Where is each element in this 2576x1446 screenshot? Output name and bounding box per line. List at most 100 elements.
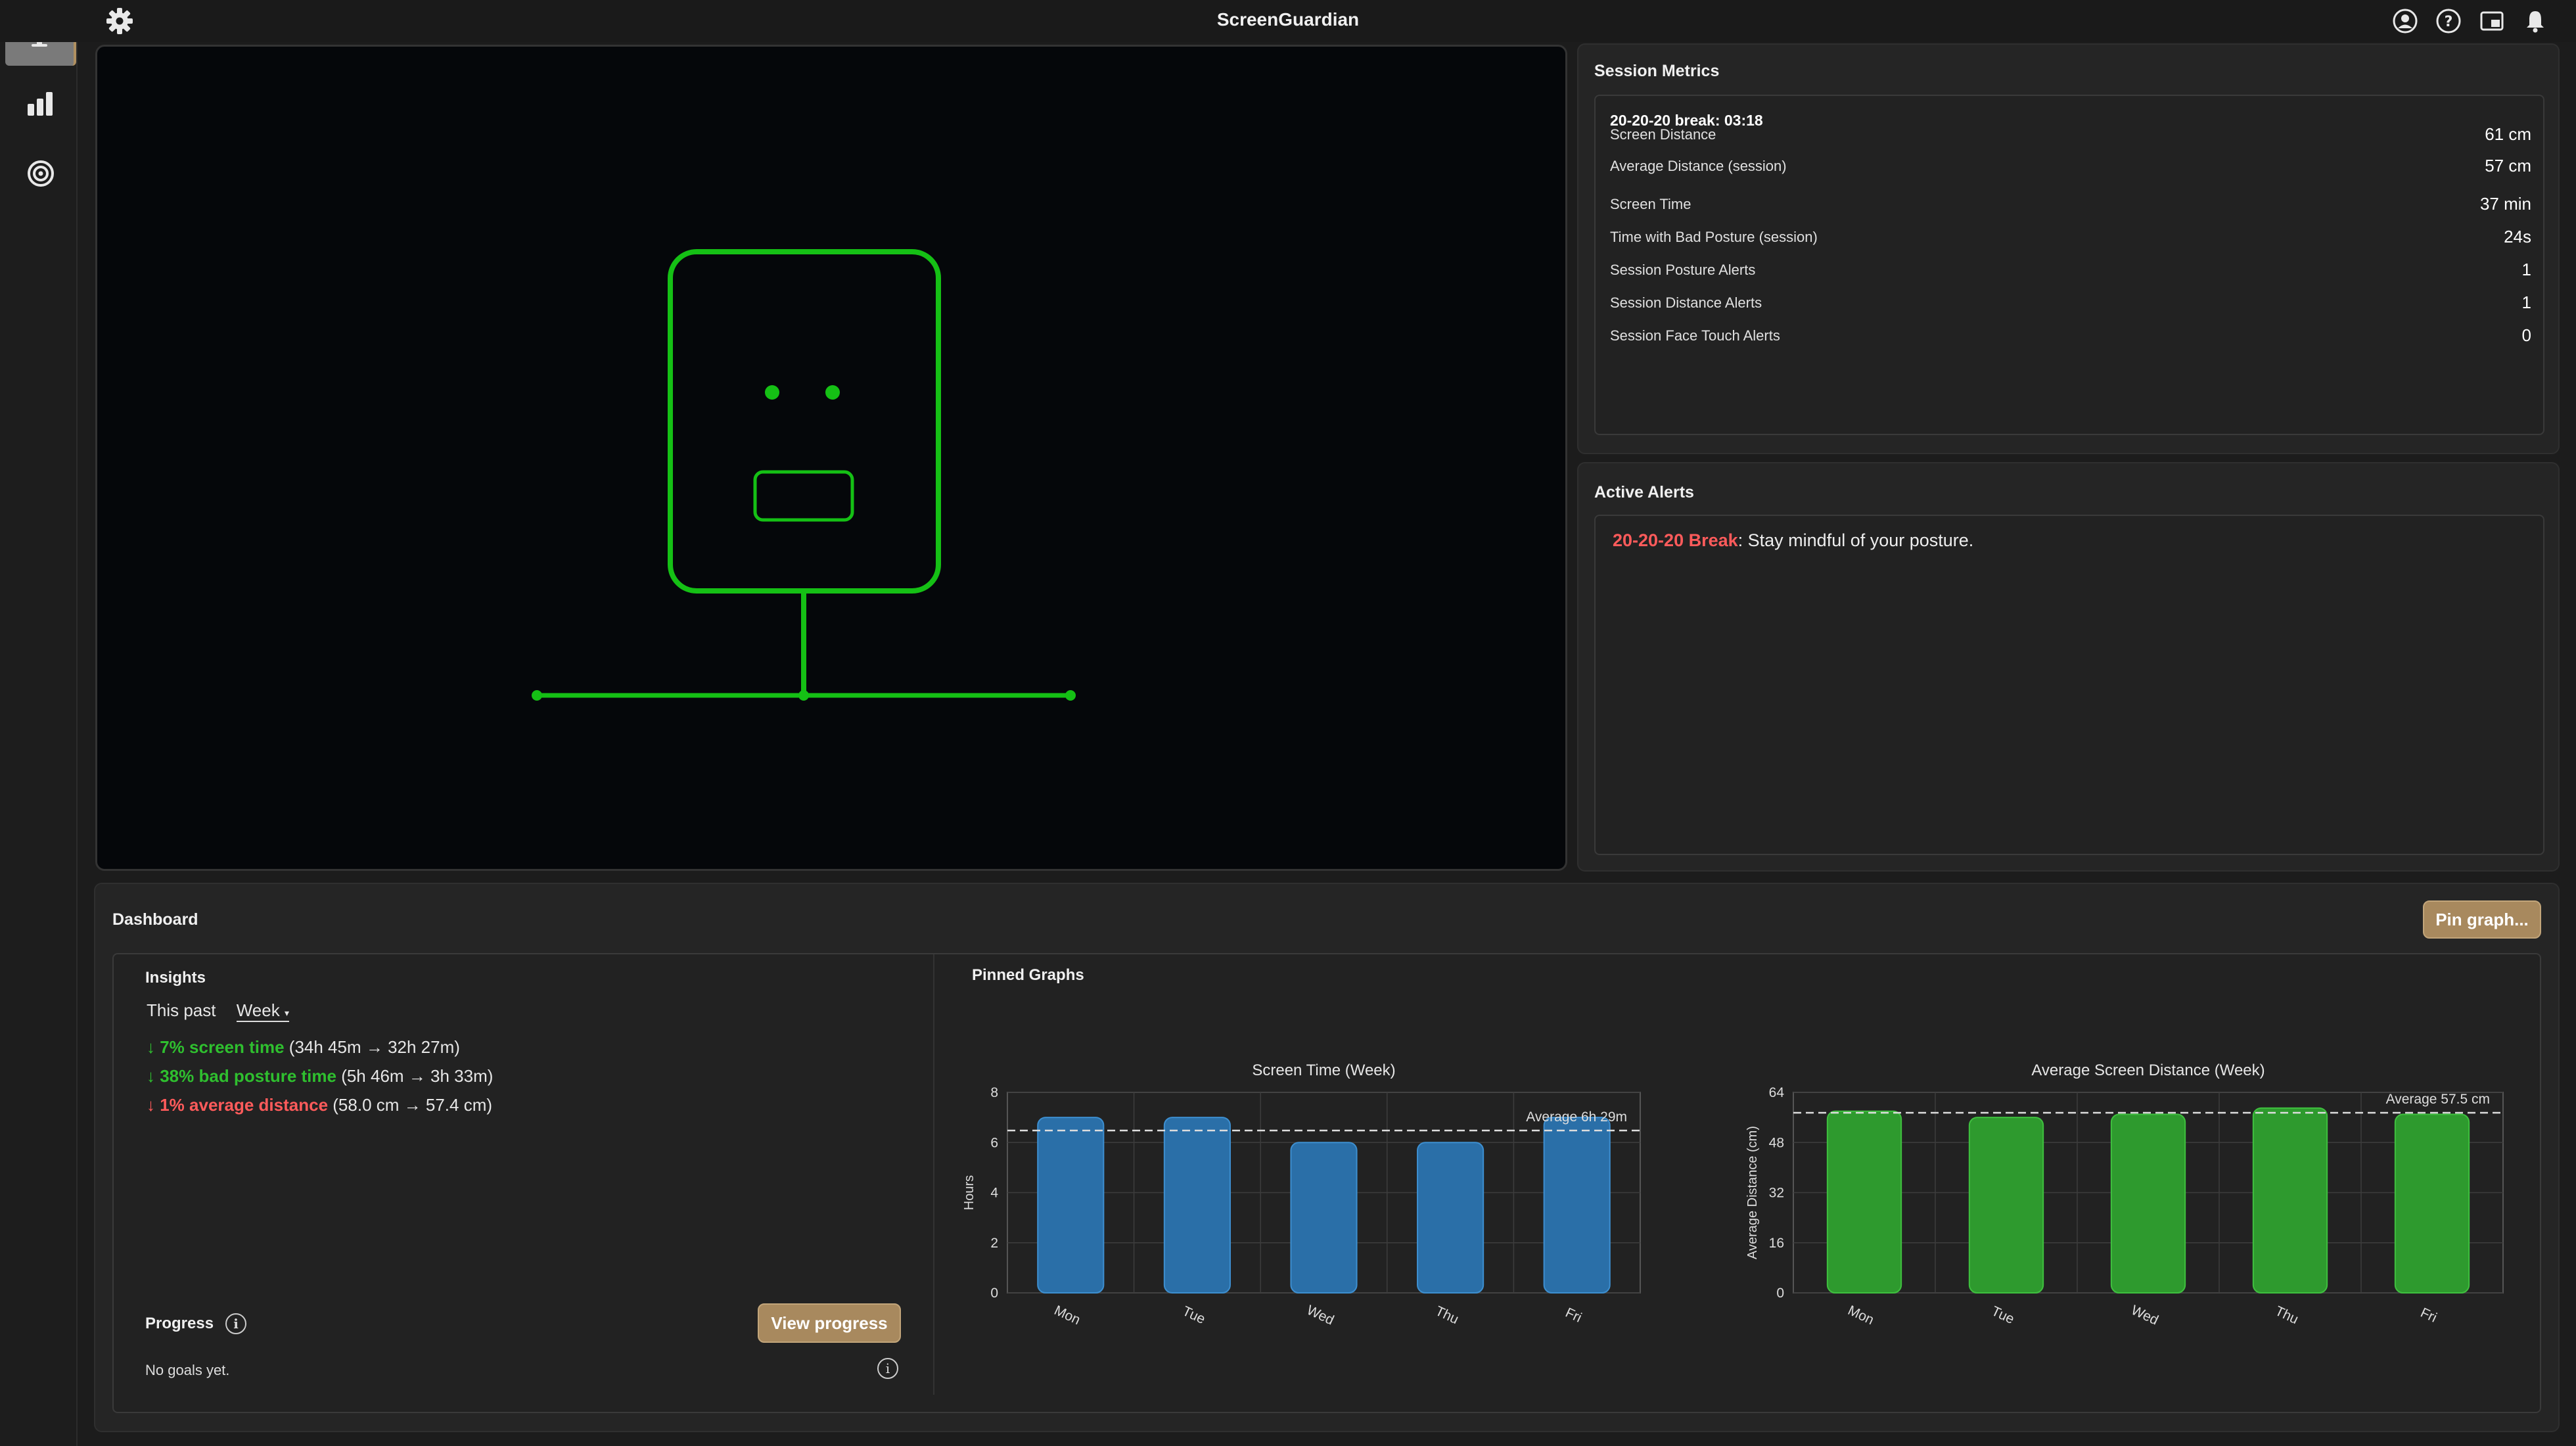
bar <box>1968 1117 2044 1294</box>
neck-point <box>798 690 809 701</box>
gear-icon <box>106 8 133 34</box>
bar <box>1417 1142 1484 1294</box>
y-tick-label: 6 <box>990 1135 998 1150</box>
mouth <box>753 470 854 522</box>
view-progress-button[interactable]: View progress <box>758 1303 901 1343</box>
insight-line: ↓ 1% average distance (58.0 cm → 57.4 cm… <box>147 1095 492 1115</box>
y-tick-label: 4 <box>990 1186 998 1201</box>
period-select[interactable]: Week ▾ <box>236 1000 289 1022</box>
metric-label: Session Distance Alerts <box>1610 294 1762 311</box>
progress-title: Progress <box>145 1315 214 1332</box>
metric-row: Session Posture Alerts 1 <box>1610 256 2531 283</box>
y-tick-label: 8 <box>990 1085 998 1100</box>
y-tick-label: 32 <box>1769 1186 1784 1201</box>
insights-title: Insights <box>145 969 206 987</box>
x-tick-label: Wed <box>2128 1303 2161 1328</box>
account-icon <box>2393 9 2418 34</box>
title-bar <box>0 0 2576 42</box>
svg-text:?: ? <box>2445 14 2453 30</box>
session-metrics-box: 20-20-20 break: 03:18 Screen Distance 61 … <box>1594 95 2544 435</box>
notifications-button[interactable] <box>2521 7 2550 35</box>
period-label: This past <box>147 1000 216 1020</box>
head-outline <box>668 249 941 594</box>
dashboard-title: Dashboard <box>112 910 198 929</box>
session-metrics-panel: Session Metrics 20-20-20 break: 03:18 Sc… <box>1577 43 2560 454</box>
x-tick-label: Fri <box>2418 1305 2439 1326</box>
topbar-icons: ? <box>2391 7 2550 35</box>
camera-view <box>95 45 1567 871</box>
metric-label: Average Distance (session) <box>1610 158 1787 174</box>
insights-period: This past Week ▾ <box>147 1000 289 1022</box>
posture-figure <box>532 249 1076 701</box>
pip-button[interactable] <box>2477 7 2506 35</box>
bar <box>1826 1110 1902 1294</box>
account-button[interactable] <box>2391 7 2420 35</box>
session-metrics-title: Session Metrics <box>1594 62 1720 80</box>
right-shoulder-point <box>1065 690 1076 701</box>
insight-highlight: ↓ 1% average distance <box>147 1095 329 1115</box>
x-tick-label: Thu <box>1433 1303 1461 1327</box>
y-tick-label: 64 <box>1769 1085 1785 1100</box>
bar <box>2394 1113 2470 1294</box>
bell-icon <box>2527 11 2544 33</box>
bar <box>1290 1142 1358 1294</box>
chart-title: Average Screen Distance (Week) <box>2031 1061 2265 1079</box>
pin-graph-button[interactable]: Pin graph... <box>2423 900 2541 939</box>
bar-chart-icon <box>28 92 53 116</box>
insight-line: ↓ 38% bad posture time (5h 46m → 3h 33m) <box>147 1066 493 1086</box>
average-label: Average 57.5 cm <box>2386 1092 2490 1107</box>
y-tick-label: 48 <box>1769 1135 1784 1150</box>
insight-detail: (34h 45m → 32h 27m) <box>284 1037 460 1057</box>
metric-row: Screen Distance 61 cm <box>1610 121 2531 147</box>
y-tick-label: 16 <box>1769 1236 1784 1251</box>
alert-item: 20-20-20 Break: Stay mindful of your pos… <box>1613 530 1973 551</box>
chart-title: Screen Time (Week) <box>1252 1061 1395 1079</box>
y-tick-label: 0 <box>990 1286 998 1301</box>
progress-header: Progress i <box>145 1313 247 1334</box>
average-label: Average 6h 29m <box>1526 1109 1627 1125</box>
y-tick-label: 2 <box>990 1236 998 1251</box>
pinned-graphs-title: Pinned Graphs <box>972 966 1084 984</box>
help-button[interactable]: ? <box>2434 7 2463 35</box>
right-eye <box>825 385 840 400</box>
dashboard-panel: Dashboard Pin graph... Insights This pas… <box>94 883 2560 1432</box>
metric-value: 1 <box>2521 260 2531 279</box>
metric-value: 1 <box>2521 292 2531 312</box>
sidebar <box>0 0 78 1446</box>
app-title: ScreenGuardian <box>1216 9 1360 30</box>
x-tick-label: Thu <box>2272 1303 2301 1327</box>
x-tick-label: Wed <box>1304 1303 1337 1328</box>
active-alerts-panel: Active Alerts 20-20-20 Break: Stay mindf… <box>1577 462 2560 872</box>
metric-label: Screen Distance <box>1610 126 1716 143</box>
y-axis-label: Average Distance (cm) <box>1745 1126 1760 1259</box>
sidebar-item-stats[interactable] <box>5 72 76 135</box>
active-alerts-title: Active Alerts <box>1594 483 1694 501</box>
help-icon: ? <box>2436 9 2461 34</box>
target-icon <box>28 160 54 187</box>
alert-name: 20-20-20 Break <box>1613 530 1738 550</box>
no-goals-text: No goals yet. <box>145 1362 230 1378</box>
metric-value: 0 <box>2521 325 2531 345</box>
metric-label: Time with Bad Posture (session) <box>1610 229 1818 245</box>
bar <box>2252 1107 2328 1294</box>
x-tick-label: Tue <box>1180 1303 1208 1327</box>
pinned-charts: Screen Time (Week) 0 2 4 6 8 Hours Mon Tue Wed Thu… <box>962 1061 2504 1328</box>
info-icon[interactable]: i <box>225 1313 247 1334</box>
y-tick-label: 0 <box>1776 1286 1784 1301</box>
active-alerts-box: 20-20-20 Break: Stay mindful of your pos… <box>1594 515 2544 855</box>
picture-in-picture-icon <box>2480 11 2504 31</box>
dashboard-content: Insights This past Week ▾ ↓ 7% screen ti… <box>112 953 2541 1413</box>
metric-row: Screen Time 37 min <box>1610 191 2531 217</box>
info-icon[interactable]: i <box>877 1358 898 1379</box>
metric-label: Session Face Touch Alerts <box>1610 327 1780 344</box>
insight-detail: (58.0 cm → 57.4 cm) <box>328 1095 493 1115</box>
metric-label: Screen Time <box>1610 196 1691 212</box>
metric-label: Session Posture Alerts <box>1610 262 1756 278</box>
insight-highlight: ↓ 38% bad posture time <box>147 1066 336 1086</box>
sidebar-item-goals[interactable] <box>5 142 76 205</box>
metric-row: Average Distance (session) 57 cm <box>1610 152 2531 179</box>
insight-detail: (5h 46m → 3h 33m) <box>336 1066 494 1086</box>
metric-value: 61 cm <box>2485 124 2531 144</box>
alert-message: : Stay mindful of your posture. <box>1737 530 1974 550</box>
settings-button[interactable] <box>105 7 134 35</box>
